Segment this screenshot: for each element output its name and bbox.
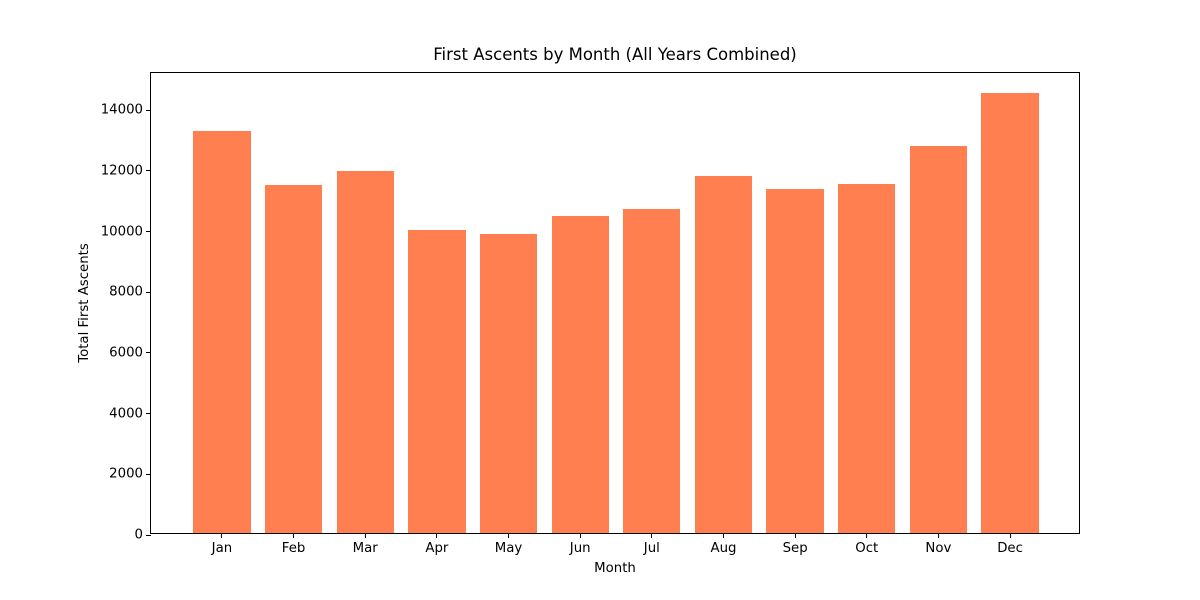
x-axis-label: Month xyxy=(594,561,636,576)
bar-mar xyxy=(336,171,394,533)
y-tick-mark xyxy=(146,473,151,475)
y-tick-label: 8000 xyxy=(109,284,143,300)
x-tick-mark xyxy=(866,533,868,538)
x-tick-label: Aug xyxy=(710,541,737,556)
x-tick-label: Jul xyxy=(643,541,660,556)
x-tick-mark xyxy=(794,533,796,538)
y-tick-label: 12000 xyxy=(100,163,143,179)
y-axis-label: Total First Ascents xyxy=(77,243,93,363)
y-tick-mark xyxy=(146,291,151,293)
y-tick-mark xyxy=(146,231,151,233)
y-tick-mark xyxy=(146,109,151,111)
x-tick-label: Nov xyxy=(925,541,952,556)
x-tick-label: Dec xyxy=(997,541,1023,556)
bar-feb xyxy=(264,184,323,533)
y-tick-label: 4000 xyxy=(109,405,143,421)
x-tick-label: May xyxy=(494,541,523,556)
x-tick-mark xyxy=(436,533,438,538)
bars-container xyxy=(151,73,1079,533)
x-tick-label: Apr xyxy=(425,541,449,556)
bar-oct xyxy=(838,184,896,533)
x-tick-mark xyxy=(937,533,939,538)
bar-sep xyxy=(766,188,824,533)
bar-nov xyxy=(909,145,968,533)
y-tick-label: 14000 xyxy=(100,102,143,118)
bar-jan xyxy=(193,130,251,533)
x-tick-mark xyxy=(579,533,581,538)
y-tick-label: 6000 xyxy=(109,345,143,361)
x-tick-label: Jun xyxy=(569,541,591,556)
y-tick-mark xyxy=(146,170,151,172)
x-tick-label: Oct xyxy=(855,541,879,556)
x-tick-mark xyxy=(293,533,295,538)
x-tick-mark xyxy=(1009,533,1011,538)
bar-may xyxy=(479,234,538,533)
x-tick-label: Feb xyxy=(281,541,306,556)
chart-title: First Ascents by Month (All Years Combin… xyxy=(433,45,797,64)
bar-jul xyxy=(623,208,681,533)
ticks-layer: Jan Feb Mar Apr May Jun Jul Aug Sep Oct Nov Dec 0 200… xyxy=(101,73,1079,555)
x-tick-mark xyxy=(221,533,223,538)
y-tick-mark xyxy=(146,534,151,536)
x-tick-label: Sep xyxy=(782,541,808,556)
x-tick-mark xyxy=(508,533,510,538)
x-tick-mark xyxy=(651,533,653,538)
x-tick-label: Mar xyxy=(352,541,378,556)
y-tick-label: 10000 xyxy=(100,223,143,239)
y-tick-mark xyxy=(146,352,151,354)
x-tick-label: Jan xyxy=(211,541,233,556)
bar-apr xyxy=(408,230,466,533)
bar-aug xyxy=(694,175,753,533)
bar-jun xyxy=(551,215,609,533)
y-tick-mark xyxy=(146,413,151,415)
y-tick-label: 2000 xyxy=(109,466,143,482)
x-tick-mark xyxy=(364,533,366,538)
x-tick-mark xyxy=(722,533,724,538)
plot-area: Jan Feb Mar Apr May Jun Jul Aug Sep Oct Nov Dec 0 200… xyxy=(101,72,1080,555)
y-tick-label: 0 xyxy=(134,527,143,543)
bar-dec xyxy=(981,93,1039,533)
